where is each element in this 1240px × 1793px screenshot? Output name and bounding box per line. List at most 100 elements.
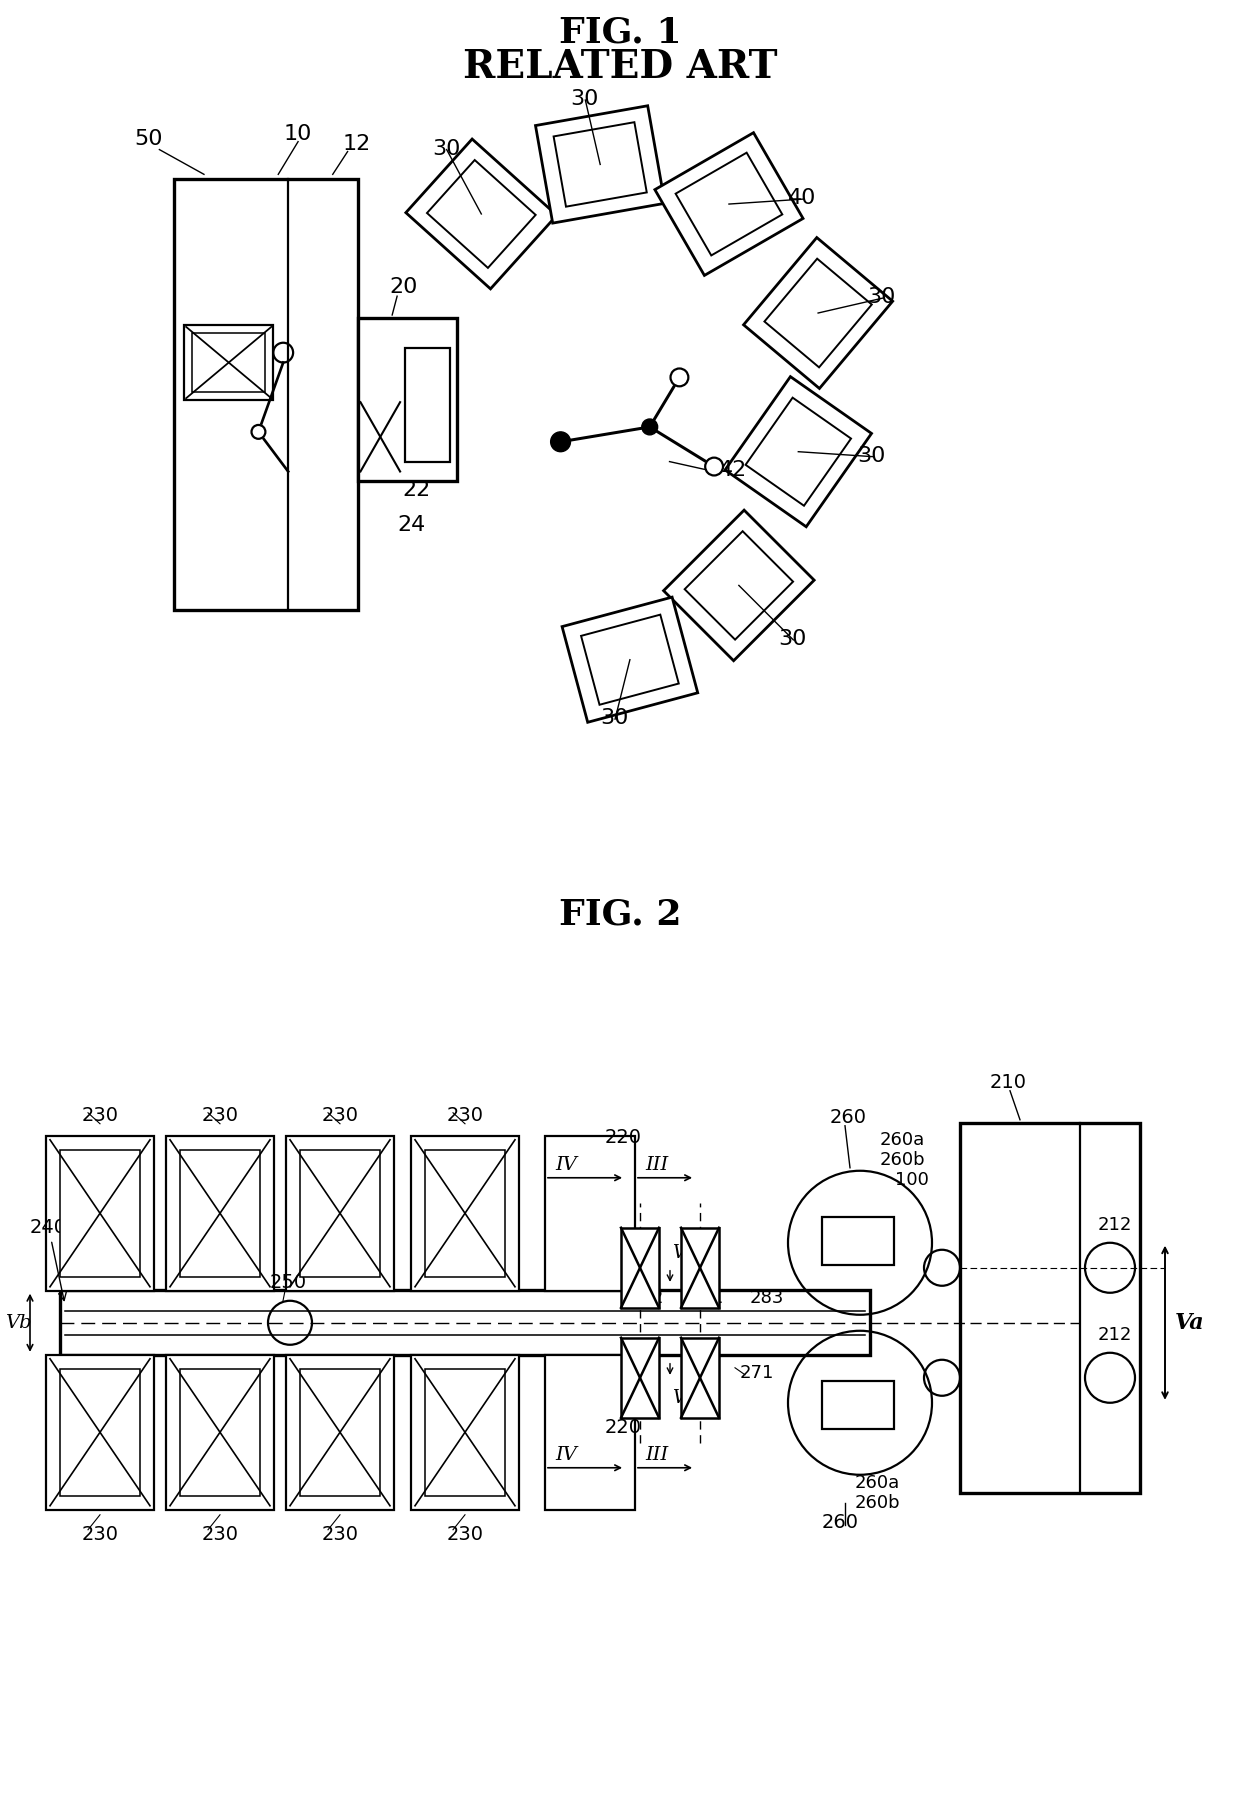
Text: 30: 30	[570, 90, 599, 109]
Text: III: III	[645, 1445, 668, 1463]
FancyBboxPatch shape	[175, 179, 357, 610]
Text: 260b: 260b	[856, 1494, 900, 1511]
Text: 100: 100	[895, 1171, 929, 1189]
Text: 260: 260	[830, 1108, 867, 1126]
Text: 220: 220	[605, 1128, 642, 1148]
Text: 271: 271	[740, 1364, 774, 1382]
Text: 260: 260	[821, 1513, 858, 1531]
Text: 260a: 260a	[880, 1131, 925, 1149]
Polygon shape	[725, 377, 872, 527]
Text: Vb: Vb	[672, 1390, 697, 1408]
Text: 240: 240	[30, 1217, 67, 1300]
Circle shape	[671, 369, 688, 385]
Text: 42: 42	[719, 461, 748, 481]
Polygon shape	[553, 122, 647, 206]
Text: Va: Va	[672, 1244, 694, 1262]
Text: 212: 212	[1097, 1216, 1132, 1234]
Polygon shape	[663, 511, 815, 660]
Polygon shape	[562, 597, 698, 723]
FancyBboxPatch shape	[300, 1149, 379, 1277]
Text: 24: 24	[397, 515, 425, 534]
Text: 10: 10	[283, 124, 311, 143]
Text: 260a: 260a	[856, 1474, 900, 1492]
FancyBboxPatch shape	[681, 1228, 719, 1307]
Text: 30: 30	[868, 287, 897, 307]
Text: 230: 230	[446, 1524, 484, 1544]
Text: FIG. 2: FIG. 2	[559, 898, 681, 932]
Text: FIG. 1: FIG. 1	[559, 16, 681, 50]
FancyBboxPatch shape	[192, 333, 265, 393]
Text: IV: IV	[556, 1445, 577, 1463]
Text: 30: 30	[779, 629, 807, 649]
FancyBboxPatch shape	[546, 1356, 635, 1510]
Text: 30: 30	[432, 138, 460, 158]
FancyBboxPatch shape	[166, 1356, 274, 1510]
Text: 210: 210	[990, 1072, 1027, 1092]
Text: 230: 230	[201, 1106, 238, 1124]
Text: 260b: 260b	[880, 1151, 925, 1169]
Text: 22: 22	[402, 481, 430, 500]
Circle shape	[252, 425, 265, 439]
Polygon shape	[427, 160, 536, 267]
Polygon shape	[582, 615, 678, 705]
FancyBboxPatch shape	[60, 1368, 140, 1495]
Text: 230: 230	[201, 1524, 238, 1544]
Text: 20: 20	[389, 278, 418, 298]
Text: 30: 30	[858, 446, 887, 466]
FancyBboxPatch shape	[425, 1368, 505, 1495]
Text: 40: 40	[789, 188, 817, 208]
Circle shape	[642, 420, 657, 436]
Circle shape	[551, 432, 570, 452]
Circle shape	[706, 457, 723, 475]
Text: IV: IV	[556, 1156, 577, 1174]
Text: 230: 230	[321, 1106, 358, 1124]
Polygon shape	[536, 106, 665, 222]
FancyBboxPatch shape	[425, 1149, 505, 1277]
Text: 30: 30	[600, 708, 629, 728]
FancyBboxPatch shape	[410, 1135, 520, 1291]
Polygon shape	[405, 140, 557, 289]
FancyBboxPatch shape	[60, 1149, 140, 1277]
FancyBboxPatch shape	[546, 1135, 635, 1291]
FancyBboxPatch shape	[286, 1356, 394, 1510]
Text: Vb: Vb	[5, 1314, 32, 1332]
Text: 230: 230	[321, 1524, 358, 1544]
FancyBboxPatch shape	[681, 1338, 719, 1418]
FancyBboxPatch shape	[180, 1149, 260, 1277]
FancyBboxPatch shape	[286, 1135, 394, 1291]
FancyBboxPatch shape	[46, 1356, 154, 1510]
Text: 283: 283	[750, 1289, 785, 1307]
FancyBboxPatch shape	[300, 1368, 379, 1495]
Polygon shape	[684, 531, 794, 640]
Polygon shape	[745, 398, 851, 506]
FancyBboxPatch shape	[405, 348, 450, 461]
FancyBboxPatch shape	[621, 1338, 658, 1418]
FancyBboxPatch shape	[166, 1135, 274, 1291]
FancyBboxPatch shape	[46, 1135, 154, 1291]
Polygon shape	[764, 258, 872, 368]
Polygon shape	[655, 133, 804, 276]
Polygon shape	[676, 152, 782, 255]
FancyBboxPatch shape	[60, 1289, 870, 1356]
Polygon shape	[744, 237, 893, 389]
FancyBboxPatch shape	[357, 317, 456, 481]
Text: III: III	[645, 1156, 668, 1174]
FancyBboxPatch shape	[185, 325, 273, 400]
Text: 250: 250	[270, 1273, 308, 1291]
FancyBboxPatch shape	[180, 1368, 260, 1495]
Text: 220: 220	[605, 1418, 642, 1436]
FancyBboxPatch shape	[822, 1217, 894, 1264]
FancyBboxPatch shape	[822, 1381, 894, 1429]
Text: 230: 230	[82, 1106, 119, 1124]
Text: 230: 230	[446, 1106, 484, 1124]
Text: 282: 282	[630, 1289, 665, 1307]
Text: 212: 212	[1097, 1325, 1132, 1343]
Text: Va: Va	[1176, 1312, 1204, 1334]
FancyBboxPatch shape	[410, 1356, 520, 1510]
Text: 230: 230	[82, 1524, 119, 1544]
FancyBboxPatch shape	[621, 1228, 658, 1307]
Text: 50: 50	[135, 129, 164, 149]
Text: 12: 12	[342, 133, 371, 154]
Text: 281: 281	[689, 1289, 724, 1307]
Text: RELATED ART: RELATED ART	[463, 48, 777, 86]
